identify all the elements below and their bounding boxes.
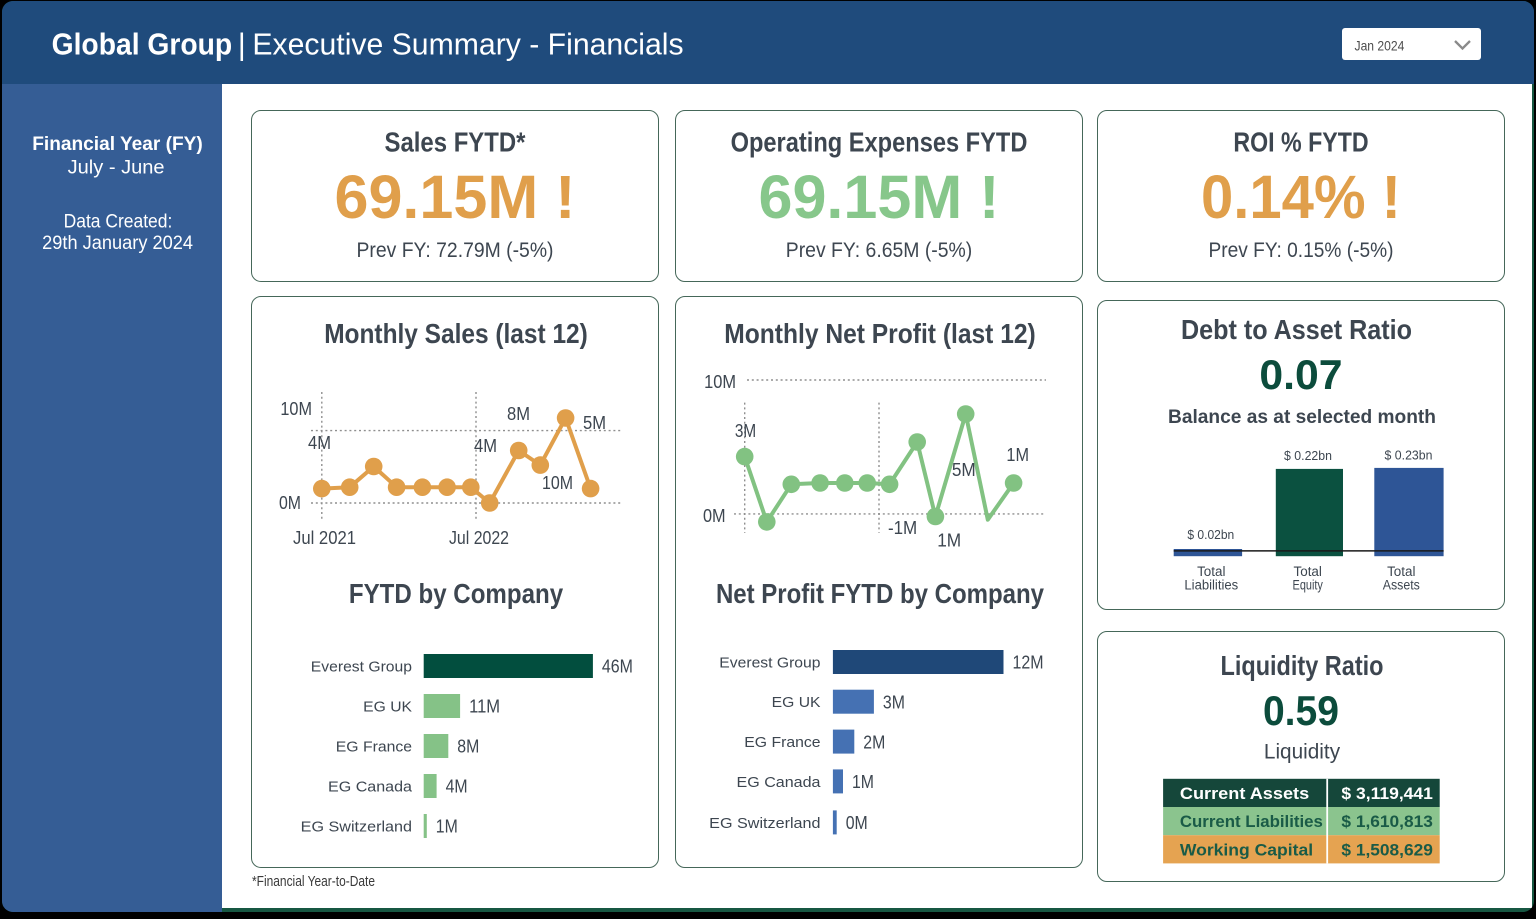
svg-text:2M: 2M bbox=[863, 731, 885, 752]
svg-text:3M: 3M bbox=[735, 420, 756, 441]
svg-text:4M: 4M bbox=[308, 432, 331, 453]
svg-text:Prev FY: 6.65M (-5%): Prev FY: 6.65M (-5%) bbox=[786, 239, 973, 262]
svg-text:0.59: 0.59 bbox=[1263, 687, 1339, 734]
svg-text:Monthly Sales (last 12): Monthly Sales (last 12) bbox=[324, 318, 588, 349]
svg-text:69.15M !: 69.15M ! bbox=[335, 163, 576, 231]
svg-text:$ 1,610,813: $ 1,610,813 bbox=[1341, 813, 1433, 831]
svg-text:Executive Summary - Financials: Executive Summary - Financials bbox=[252, 27, 683, 62]
svg-text:Jul 2022: Jul 2022 bbox=[449, 527, 509, 548]
svg-text:0M: 0M bbox=[703, 505, 726, 526]
svg-text:EG UK: EG UK bbox=[363, 699, 412, 716]
svg-text:Operating Expenses FYTD: Operating Expenses FYTD bbox=[731, 126, 1028, 157]
svg-text:3M: 3M bbox=[883, 691, 905, 712]
svg-text:1M: 1M bbox=[852, 771, 874, 792]
svg-text:Total: Total bbox=[1197, 564, 1225, 579]
svg-text:Net Profit FYTD by Company: Net Profit FYTD by Company bbox=[716, 578, 1045, 609]
svg-text:Total: Total bbox=[1387, 564, 1415, 579]
svg-text:69.15M !: 69.15M ! bbox=[759, 163, 1000, 231]
svg-text:Working Capital: Working Capital bbox=[1180, 841, 1313, 859]
svg-text:July - June: July - June bbox=[68, 158, 165, 179]
svg-text:*Financial Year-to-Date: *Financial Year-to-Date bbox=[252, 874, 375, 890]
svg-text:$ 3,119,441: $ 3,119,441 bbox=[1341, 785, 1433, 803]
svg-text:|: | bbox=[238, 27, 246, 62]
svg-text:Financial Year (FY): Financial Year (FY) bbox=[32, 134, 203, 155]
svg-text:$ 0.22bn: $ 0.22bn bbox=[1284, 448, 1332, 463]
svg-text:Assets: Assets bbox=[1383, 577, 1420, 592]
svg-text:29th January 2024: 29th January 2024 bbox=[42, 233, 193, 254]
svg-text:Balance as at selected month: Balance as at selected month bbox=[1168, 406, 1436, 428]
svg-text:Monthly Net Profit (last 12): Monthly Net Profit (last 12) bbox=[724, 318, 1036, 349]
svg-text:4M: 4M bbox=[446, 776, 468, 797]
svg-text:46M: 46M bbox=[602, 656, 633, 677]
svg-text:-1M: -1M bbox=[888, 517, 917, 538]
svg-text:0.14% !: 0.14% ! bbox=[1201, 163, 1401, 231]
svg-text:Liabilities: Liabilities bbox=[1184, 577, 1238, 592]
svg-text:0M: 0M bbox=[279, 492, 301, 513]
svg-text:10M: 10M bbox=[704, 371, 736, 392]
svg-text:Data Created:: Data Created: bbox=[64, 211, 173, 232]
svg-text:Jan 2024: Jan 2024 bbox=[1355, 38, 1405, 54]
svg-text:Global Group: Global Group bbox=[52, 27, 233, 62]
svg-text:Debt to Asset Ratio: Debt to Asset Ratio bbox=[1181, 314, 1412, 345]
svg-text:$ 0.23bn: $ 0.23bn bbox=[1385, 448, 1433, 463]
svg-text:Sales FYTD*: Sales FYTD* bbox=[385, 126, 526, 157]
svg-text:1M: 1M bbox=[937, 529, 961, 550]
svg-text:Jul 2021: Jul 2021 bbox=[293, 527, 356, 548]
svg-text:0.07: 0.07 bbox=[1259, 351, 1342, 398]
svg-text:Liquidity Ratio: Liquidity Ratio bbox=[1221, 650, 1384, 681]
svg-text:12M: 12M bbox=[1013, 652, 1044, 673]
svg-text:4M: 4M bbox=[474, 435, 497, 456]
svg-text:Everest Group: Everest Group bbox=[719, 655, 820, 672]
svg-text:Prev FY: 0.15% (-5%): Prev FY: 0.15% (-5%) bbox=[1209, 239, 1394, 262]
svg-text:Current Assets: Current Assets bbox=[1180, 785, 1309, 803]
svg-text:8M: 8M bbox=[457, 736, 479, 757]
svg-text:5M: 5M bbox=[583, 412, 606, 433]
svg-text:1M: 1M bbox=[1006, 444, 1029, 465]
svg-text:11M: 11M bbox=[469, 696, 500, 717]
svg-text:Total: Total bbox=[1294, 564, 1322, 579]
svg-text:8M: 8M bbox=[507, 403, 530, 424]
svg-text:Equity: Equity bbox=[1293, 577, 1324, 592]
svg-text:Liquidity: Liquidity bbox=[1264, 741, 1341, 764]
svg-text:EG Canada: EG Canada bbox=[737, 774, 822, 791]
svg-text:Everest Group: Everest Group bbox=[311, 659, 412, 676]
svg-text:ROI % FYTD: ROI % FYTD bbox=[1233, 126, 1368, 157]
svg-text:Current Liabilities: Current Liabilities bbox=[1180, 813, 1323, 831]
svg-text:EG Switzerland: EG Switzerland bbox=[709, 815, 820, 832]
svg-text:$ 1,508,629: $ 1,508,629 bbox=[1341, 841, 1433, 859]
svg-text:10M: 10M bbox=[542, 472, 573, 493]
svg-text:FYTD by Company: FYTD by Company bbox=[349, 578, 564, 609]
svg-text:10M: 10M bbox=[280, 398, 312, 419]
svg-text:EG France: EG France bbox=[336, 739, 412, 756]
svg-text:0M: 0M bbox=[846, 812, 868, 833]
svg-text:EG Canada: EG Canada bbox=[328, 779, 413, 796]
svg-text:Prev FY: 72.79M (-5%): Prev FY: 72.79M (-5%) bbox=[357, 239, 554, 262]
svg-text:$ 0.02bn: $ 0.02bn bbox=[1187, 527, 1234, 542]
svg-text:1M: 1M bbox=[436, 816, 458, 837]
svg-text:EG UK: EG UK bbox=[772, 694, 821, 711]
svg-text:5M: 5M bbox=[952, 459, 976, 480]
svg-text:EG Switzerland: EG Switzerland bbox=[301, 819, 412, 836]
svg-text:EG France: EG France bbox=[744, 734, 820, 751]
